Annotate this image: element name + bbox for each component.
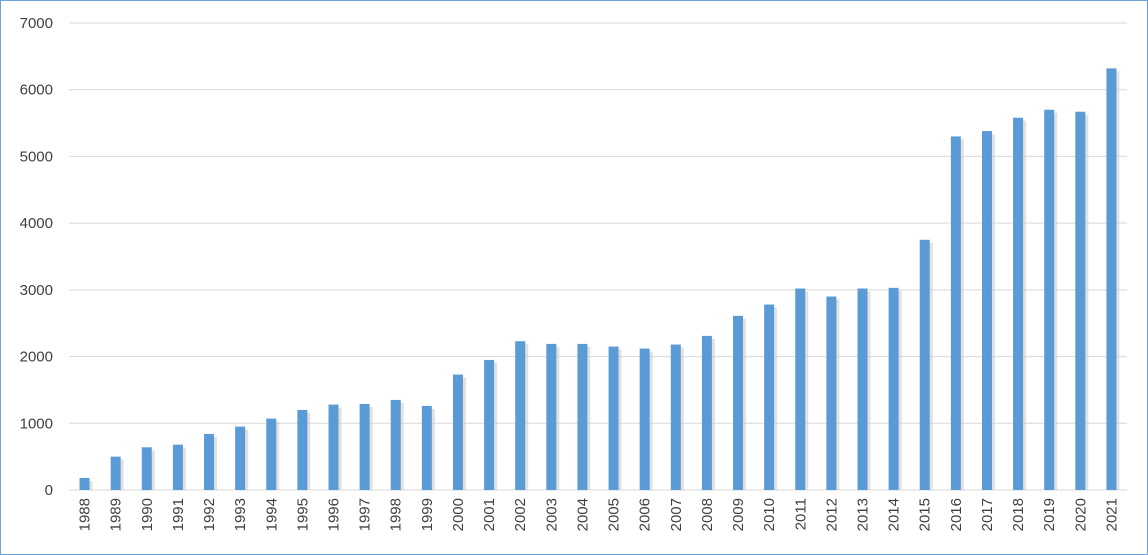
- bar-2014: [888, 287, 899, 490]
- x-tick-label: 1989: [108, 498, 125, 531]
- bar-1995: [297, 409, 308, 490]
- bar-2003: [546, 343, 557, 490]
- x-tick-label: 2004: [574, 498, 591, 531]
- x-tick-label: 2008: [699, 498, 716, 531]
- bar-2017: [981, 131, 992, 490]
- x-tick-label: 1996: [326, 498, 343, 531]
- x-tick-label: 1999: [419, 498, 436, 531]
- x-tick-label: 2002: [512, 498, 529, 531]
- bars: [79, 68, 1120, 490]
- x-tick-label: 2016: [948, 498, 965, 531]
- bar-2020: [1075, 111, 1086, 490]
- x-axis-ticks: 1988 1989 1990 1991 1992 1993 1994 1995 1996 1997…: [77, 498, 1121, 531]
- x-tick-label: 2000: [450, 498, 467, 531]
- x-tick-label: 2003: [543, 498, 560, 531]
- bar-2004: [577, 343, 588, 490]
- y-tick-label: 7000: [20, 15, 53, 32]
- x-tick-label: 2019: [1041, 498, 1058, 531]
- x-tick-label: 1990: [139, 498, 156, 531]
- x-tick-label: 1991: [170, 498, 187, 531]
- x-tick-label: 2013: [855, 498, 872, 531]
- x-tick-label: 2007: [668, 498, 685, 531]
- bar-1990: [141, 447, 152, 490]
- x-tick-label: 2020: [1072, 498, 1089, 531]
- bar-2007: [670, 344, 681, 490]
- bar-2019: [1044, 109, 1055, 490]
- bar-2001: [484, 359, 495, 490]
- x-tick-label: 2011: [792, 498, 809, 530]
- bar-1991: [172, 444, 183, 490]
- bar-1999: [421, 405, 432, 490]
- bar-2013: [857, 288, 868, 490]
- x-tick-label: 2001: [481, 498, 498, 531]
- bar-1988: [79, 477, 90, 490]
- x-tick-label: 2005: [606, 498, 623, 531]
- gridlines: [69, 22, 1127, 491]
- bar-1998: [390, 399, 401, 490]
- bar-1996: [328, 404, 339, 490]
- x-tick-label: 1992: [201, 498, 218, 531]
- y-tick-label: 4000: [20, 215, 53, 232]
- y-tick-label: 1000: [20, 415, 53, 432]
- bar-1997: [359, 403, 370, 490]
- bar-2018: [1013, 117, 1024, 490]
- bar-2008: [701, 335, 712, 490]
- bar-2021: [1106, 68, 1117, 490]
- bar-2002: [515, 341, 526, 490]
- x-tick-label: 2015: [917, 498, 934, 531]
- x-tick-label: 2021: [1103, 498, 1120, 531]
- y-tick-label: 0: [45, 482, 53, 499]
- x-tick-label: 2010: [761, 498, 778, 531]
- bar-2010: [764, 304, 775, 490]
- bar-2012: [826, 296, 837, 490]
- y-tick-label: 6000: [20, 82, 53, 99]
- bar-2016: [950, 136, 961, 490]
- x-tick-label: 1995: [294, 498, 311, 531]
- bar-1994: [266, 418, 277, 490]
- x-tick-label: 2018: [1010, 498, 1027, 531]
- x-tick-label: 2014: [886, 498, 903, 531]
- x-tick-label: 2012: [823, 498, 840, 531]
- bar-1993: [235, 426, 246, 490]
- y-tick-label: 5000: [20, 148, 53, 165]
- bar-2011: [795, 288, 806, 490]
- x-tick-label: 2009: [730, 498, 747, 531]
- bar-2006: [639, 348, 650, 490]
- y-tick-label: 2000: [20, 349, 53, 366]
- x-tick-label: 1994: [263, 498, 280, 531]
- x-tick-label: 1998: [388, 498, 405, 531]
- x-tick-label: 1997: [357, 498, 374, 531]
- bar-1989: [110, 456, 121, 490]
- x-tick-label: 2006: [637, 498, 654, 531]
- bar-2005: [608, 346, 619, 490]
- y-tick-label: 3000: [20, 282, 53, 299]
- x-tick-label: 1988: [77, 498, 94, 531]
- bar-2015: [919, 239, 930, 490]
- y-axis-ticks: 0 1000 2000 3000 4000 5000 6000 7000: [20, 15, 53, 499]
- bar-1992: [204, 433, 215, 490]
- bar-2009: [733, 315, 744, 490]
- bar-2000: [452, 374, 463, 490]
- x-tick-label: 1993: [232, 498, 249, 531]
- x-tick-label: 2017: [979, 498, 996, 531]
